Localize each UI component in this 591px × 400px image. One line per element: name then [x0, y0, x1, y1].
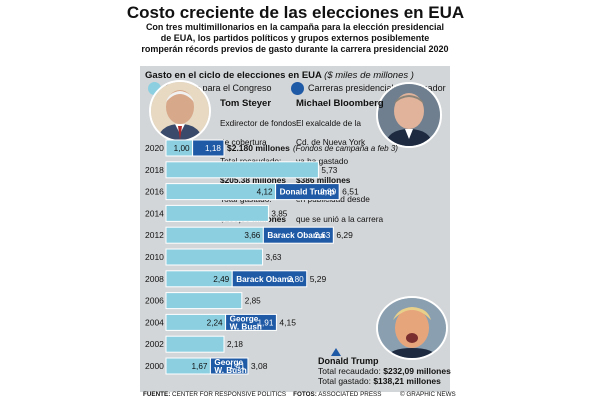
bloomberg-desc-line: Cd. de Nueva York — [296, 136, 366, 147]
winner-label: George — [214, 358, 243, 367]
legend-presidential-label: Carreras presidenciales y ganador — [308, 83, 446, 93]
bar-congress — [165, 248, 264, 266]
total-value-label: $2.180 millones — [227, 143, 290, 153]
footer-source-label: FUENTE: — [143, 391, 171, 398]
total-value-label: 6,51 — [342, 187, 359, 197]
bar-presidential — [262, 226, 334, 244]
footer-source-text: CENTER FOR RESPONSIVE POLITICS — [172, 391, 287, 398]
year-label: 2018 — [145, 165, 164, 175]
congress-value-label: 2,49 — [213, 275, 229, 284]
congress-value-label: 1,00 — [174, 144, 190, 153]
bloomberg-name: Michael Bloomberg — [296, 98, 384, 109]
year-label: 2000 — [145, 361, 164, 371]
bar-congress — [165, 204, 269, 222]
trump-spent-label: Total gastado: — [318, 376, 371, 386]
trump-spent: Total gastado: $138,21 millones — [318, 376, 451, 386]
winner-label: Barack Obama — [236, 275, 294, 284]
congress-value-label: 3,85 — [271, 209, 287, 218]
total-value-label: 4,15 — [279, 317, 296, 327]
year-label: 2004 — [145, 317, 164, 327]
bloomberg-photo — [376, 82, 442, 148]
legend-presidential-swatch — [291, 82, 304, 95]
footer-credit: © GRAPHIC NEWS — [400, 391, 456, 398]
congress-value-label: 2,18 — [227, 340, 243, 349]
chart-title: Costo creciente de las elecciones en EUA — [126, 3, 465, 22]
bloomberg-spent-value: $386 millones — [296, 175, 351, 186]
bloomberg-desc-line: El exalcalde de la — [296, 117, 362, 128]
bar-congress — [165, 335, 225, 353]
congress-value-label: 3,63 — [266, 253, 282, 262]
chart-header-unit: ($ miles de millones ) — [324, 70, 414, 81]
footer-photos-text: ASSOCIATED PRESS — [318, 391, 382, 398]
presidential-value-label: 1,41 — [229, 362, 245, 371]
bar-presidential — [231, 270, 308, 288]
bar-presidential — [225, 313, 277, 331]
chart-subtitle: Con tres multimillonarios en la campaña … — [141, 22, 449, 54]
presidential-value-label: 2,39 — [320, 188, 336, 197]
total-value-label: 6,29 — [336, 230, 353, 240]
bloomberg-desc-line: ya ha gastado — [296, 155, 349, 166]
bar-congress — [165, 292, 243, 310]
year-label: 2016 — [145, 187, 164, 197]
year-label: 2008 — [145, 274, 164, 284]
bar-presidential — [192, 139, 225, 157]
total-value-label: 5,29 — [310, 274, 327, 284]
trump-info: Donald Trump Total recaudado: $232,09 mi… — [318, 356, 451, 386]
congress-value-label: 5,73 — [321, 166, 337, 175]
steyer-desc-line: Exdirector de fondos — [220, 117, 297, 128]
presidential-value-label: 1,18 — [205, 144, 221, 153]
trump-raised-label: Total recaudado: — [318, 366, 381, 376]
year-label: 2006 — [145, 296, 164, 306]
annotation-2020: (Fondos de campaña a feb 3) — [293, 144, 398, 153]
chart-header-label: Gasto en el ciclo de elecciones en EUA — [145, 70, 322, 81]
steyer-desc-line: Total recaudado: — [220, 155, 282, 166]
year-label: 2002 — [145, 339, 164, 349]
bar-presidential — [209, 357, 249, 375]
congress-value-label: 2,85 — [245, 297, 261, 306]
winner-label: Barack Obama — [267, 231, 325, 240]
winner-label: George — [230, 314, 259, 323]
bloomberg-desc-line: que se unió a la carrera — [296, 213, 384, 224]
trump-name: Donald Trump — [318, 356, 379, 366]
year-label: 2014 — [145, 208, 164, 218]
congress-value-label: 1,67 — [191, 362, 207, 371]
total-value-label: 3,08 — [251, 361, 268, 371]
winner-label: Donald Trump — [280, 188, 335, 197]
steyer-desc-line: de cobertura — [220, 136, 267, 147]
chart-header: Gasto en el ciclo de elecciones en EUA (… — [145, 70, 414, 81]
trump-spent-value: $138,21 millones — [373, 376, 441, 386]
congress-value-label: 2,24 — [207, 318, 223, 327]
congress-value-label: 3,66 — [244, 231, 260, 240]
winner-label: W. Bush — [230, 322, 262, 331]
trump-raised-value: $232,09 millones — [383, 366, 451, 376]
congress-value-label: 4,12 — [257, 188, 273, 197]
year-label: 2020 — [145, 143, 164, 153]
trump-raised: Total recaudado: $232,09 millones — [318, 366, 451, 376]
trump-photo — [376, 296, 448, 360]
bar-presidential — [275, 183, 340, 201]
bar-congress — [165, 161, 319, 179]
steyer-raised-value: $205,38 millones — [220, 175, 286, 186]
presidential-value-label: 1,91 — [257, 318, 273, 327]
steyer-name: Tom Steyer — [220, 98, 272, 109]
year-label: 2010 — [145, 252, 164, 262]
footer-photos-label: FOTOS: — [293, 391, 317, 398]
trump-pointer — [331, 348, 341, 356]
footer-source: FUENTE: CENTER FOR RESPONSIVE POLITICS F… — [143, 391, 381, 398]
presidential-value-label: 2,63 — [314, 231, 330, 240]
year-label: 2012 — [145, 230, 164, 240]
legend-congress-label: Carreras para el Congreso — [165, 83, 272, 93]
winner-label: W. Bush — [214, 366, 246, 375]
presidential-value-label: 2,80 — [288, 275, 304, 284]
